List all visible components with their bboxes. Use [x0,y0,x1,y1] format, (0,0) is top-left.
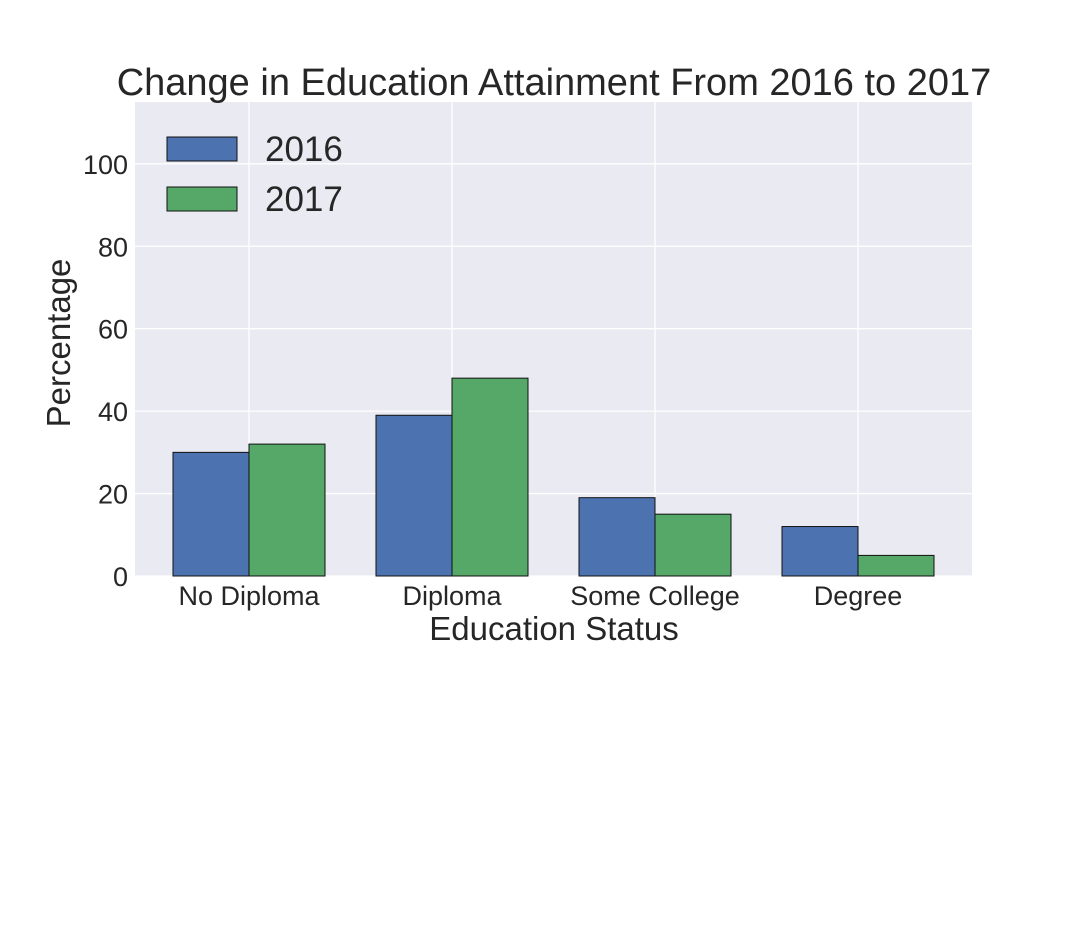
y-tick-label: 60 [98,315,128,345]
x-axis-label: Education Status [429,610,679,647]
x-tick-label: Diploma [402,581,502,611]
y-tick-label: 0 [113,562,128,592]
bar-2017-degree [857,554,935,577]
y-tick-label: 40 [98,397,128,427]
x-tick-label: Degree [814,581,903,611]
x-tick-labels: No Diploma Diploma Some College Degree [178,581,902,611]
y-axis-label: Percentage [40,259,77,428]
grid-lines [135,102,972,577]
bar-2017-no-diploma [248,443,326,577]
bar-2017-some-college [654,513,732,577]
x-tick-label: No Diploma [178,581,320,611]
bar-2016-some-college [578,497,656,577]
bar-2017-diploma [451,377,529,577]
legend-swatch [166,186,238,212]
legend: 2016 2017 [166,130,343,219]
legend-swatch [166,136,238,162]
y-tick-labels: 0 20 40 60 80 100 [83,150,128,592]
legend-label: 2016 [265,130,343,169]
y-tick-label: 80 [98,232,128,262]
bars [172,377,935,577]
bar-2016-degree [781,526,859,577]
y-tick-label: 100 [83,150,128,180]
legend-label: 2017 [265,180,343,219]
chart-title: Change in Education Attainment From 2016… [117,62,992,104]
y-tick-label: 20 [98,480,128,510]
bar-2016-no-diploma [172,451,250,577]
x-tick-label: Some College [570,581,740,611]
bar-2016-diploma [375,414,453,577]
